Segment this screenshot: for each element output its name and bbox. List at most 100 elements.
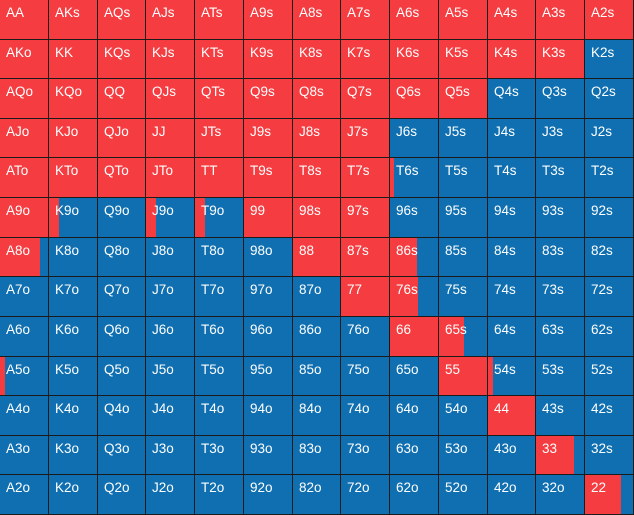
- hand-cell-73s[interactable]: 73s: [536, 277, 584, 316]
- hand-cell-jj[interactable]: JJ: [146, 119, 194, 157]
- hand-cell-55[interactable]: 55: [439, 357, 487, 395]
- hand-cell-j9s[interactable]: J9s: [244, 119, 292, 157]
- hand-cell-63s[interactable]: 63s: [536, 317, 584, 356]
- hand-cell-86o[interactable]: 86o: [293, 317, 340, 356]
- hand-cell-k5o[interactable]: K5o: [49, 357, 97, 395]
- hand-cell-82s[interactable]: 82s: [585, 238, 633, 276]
- hand-cell-96s[interactable]: 96s: [390, 198, 438, 237]
- hand-cell-t7o[interactable]: T7o: [195, 277, 243, 316]
- hand-cell-a8o[interactable]: A8o: [0, 238, 48, 276]
- hand-cell-t4s[interactable]: T4s: [488, 158, 535, 197]
- hand-cell-q6s[interactable]: Q6s: [390, 79, 438, 118]
- hand-cell-87o[interactable]: 87o: [293, 277, 340, 316]
- hand-cell-q7s[interactable]: Q7s: [341, 79, 389, 118]
- hand-cell-aqo[interactable]: AQo: [0, 79, 48, 118]
- hand-cell-92s[interactable]: 92s: [585, 198, 633, 237]
- hand-cell-54s[interactable]: 54s: [488, 357, 535, 395]
- hand-cell-k9s[interactable]: K9s: [244, 40, 292, 78]
- hand-cell-76s[interactable]: 76s: [390, 277, 438, 316]
- hand-cell-t2s[interactable]: T2s: [585, 158, 633, 197]
- hand-cell-j4s[interactable]: J4s: [488, 119, 535, 157]
- hand-cell-q9o[interactable]: Q9o: [98, 198, 145, 237]
- hand-cell-a5o[interactable]: A5o: [0, 357, 48, 395]
- hand-cell-t2o[interactable]: T2o: [195, 475, 243, 514]
- hand-cell-65s[interactable]: 65s: [439, 317, 487, 356]
- hand-cell-k9o[interactable]: K9o: [49, 198, 97, 237]
- hand-cell-j4o[interactable]: J4o: [146, 396, 194, 435]
- hand-cell-a2s[interactable]: A2s: [585, 0, 633, 39]
- hand-cell-72o[interactable]: 72o: [341, 475, 389, 514]
- hand-cell-j5s[interactable]: J5s: [439, 119, 487, 157]
- hand-cell-a3o[interactable]: A3o: [0, 436, 48, 474]
- hand-cell-32s[interactable]: 32s: [585, 436, 633, 474]
- hand-cell-84s[interactable]: 84s: [488, 238, 535, 276]
- hand-cell-j2s[interactable]: J2s: [585, 119, 633, 157]
- hand-cell-66[interactable]: 66: [390, 317, 438, 356]
- hand-cell-j8o[interactable]: J8o: [146, 238, 194, 276]
- hand-cell-k8s[interactable]: K8s: [293, 40, 340, 78]
- hand-cell-t4o[interactable]: T4o: [195, 396, 243, 435]
- hand-cell-q4s[interactable]: Q4s: [488, 79, 535, 118]
- hand-cell-t8o[interactable]: T8o: [195, 238, 243, 276]
- hand-cell-aks[interactable]: AKs: [49, 0, 97, 39]
- hand-cell-kjs[interactable]: KJs: [146, 40, 194, 78]
- hand-cell-j3o[interactable]: J3o: [146, 436, 194, 474]
- hand-cell-t3o[interactable]: T3o: [195, 436, 243, 474]
- hand-cell-99[interactable]: 99: [244, 198, 292, 237]
- hand-cell-64s[interactable]: 64s: [488, 317, 535, 356]
- hand-cell-k6s[interactable]: K6s: [390, 40, 438, 78]
- hand-cell-98o[interactable]: 98o: [244, 238, 292, 276]
- hand-cell-k7o[interactable]: K7o: [49, 277, 97, 316]
- hand-cell-j6o[interactable]: J6o: [146, 317, 194, 356]
- hand-cell-62o[interactable]: 62o: [390, 475, 438, 514]
- hand-cell-k7s[interactable]: K7s: [341, 40, 389, 78]
- hand-cell-t9o[interactable]: T9o: [195, 198, 243, 237]
- hand-cell-ato[interactable]: ATo: [0, 158, 48, 197]
- hand-cell-t6s[interactable]: T6s: [390, 158, 438, 197]
- hand-cell-98s[interactable]: 98s: [293, 198, 340, 237]
- hand-cell-q4o[interactable]: Q4o: [98, 396, 145, 435]
- hand-cell-83s[interactable]: 83s: [536, 238, 584, 276]
- hand-cell-76o[interactable]: 76o: [341, 317, 389, 356]
- hand-cell-j7o[interactable]: J7o: [146, 277, 194, 316]
- hand-cell-65o[interactable]: 65o: [390, 357, 438, 395]
- hand-cell-q8o[interactable]: Q8o: [98, 238, 145, 276]
- hand-cell-94o[interactable]: 94o: [244, 396, 292, 435]
- hand-cell-72s[interactable]: 72s: [585, 277, 633, 316]
- hand-cell-ajo[interactable]: AJo: [0, 119, 48, 157]
- hand-cell-93s[interactable]: 93s: [536, 198, 584, 237]
- hand-cell-a3s[interactable]: A3s: [536, 0, 584, 39]
- hand-cell-92o[interactable]: 92o: [244, 475, 292, 514]
- hand-cell-j8s[interactable]: J8s: [293, 119, 340, 157]
- hand-cell-97s[interactable]: 97s: [341, 198, 389, 237]
- hand-cell-j7s[interactable]: J7s: [341, 119, 389, 157]
- hand-cell-k4o[interactable]: K4o: [49, 396, 97, 435]
- hand-cell-ats[interactable]: ATs: [195, 0, 243, 39]
- hand-cell-a7o[interactable]: A7o: [0, 277, 48, 316]
- hand-cell-qq[interactable]: QQ: [98, 79, 145, 118]
- hand-cell-95s[interactable]: 95s: [439, 198, 487, 237]
- hand-cell-53o[interactable]: 53o: [439, 436, 487, 474]
- hand-cell-qto[interactable]: QTo: [98, 158, 145, 197]
- hand-cell-t3s[interactable]: T3s: [536, 158, 584, 197]
- hand-cell-kto[interactable]: KTo: [49, 158, 97, 197]
- hand-cell-kts[interactable]: KTs: [195, 40, 243, 78]
- hand-cell-q5o[interactable]: Q5o: [98, 357, 145, 395]
- hand-cell-88[interactable]: 88: [293, 238, 340, 276]
- hand-cell-52o[interactable]: 52o: [439, 475, 487, 514]
- hand-cell-k3s[interactable]: K3s: [536, 40, 584, 78]
- hand-cell-a4s[interactable]: A4s: [488, 0, 535, 39]
- hand-cell-63o[interactable]: 63o: [390, 436, 438, 474]
- hand-cell-j3s[interactable]: J3s: [536, 119, 584, 157]
- hand-cell-q7o[interactable]: Q7o: [98, 277, 145, 316]
- hand-cell-33[interactable]: 33: [536, 436, 584, 474]
- hand-cell-q8s[interactable]: Q8s: [293, 79, 340, 118]
- hand-cell-jto[interactable]: JTo: [146, 158, 194, 197]
- hand-cell-77[interactable]: 77: [341, 277, 389, 316]
- hand-cell-97o[interactable]: 97o: [244, 277, 292, 316]
- hand-cell-a6s[interactable]: A6s: [390, 0, 438, 39]
- hand-cell-k8o[interactable]: K8o: [49, 238, 97, 276]
- hand-cell-a9s[interactable]: A9s: [244, 0, 292, 39]
- hand-cell-q2o[interactable]: Q2o: [98, 475, 145, 514]
- hand-cell-87s[interactable]: 87s: [341, 238, 389, 276]
